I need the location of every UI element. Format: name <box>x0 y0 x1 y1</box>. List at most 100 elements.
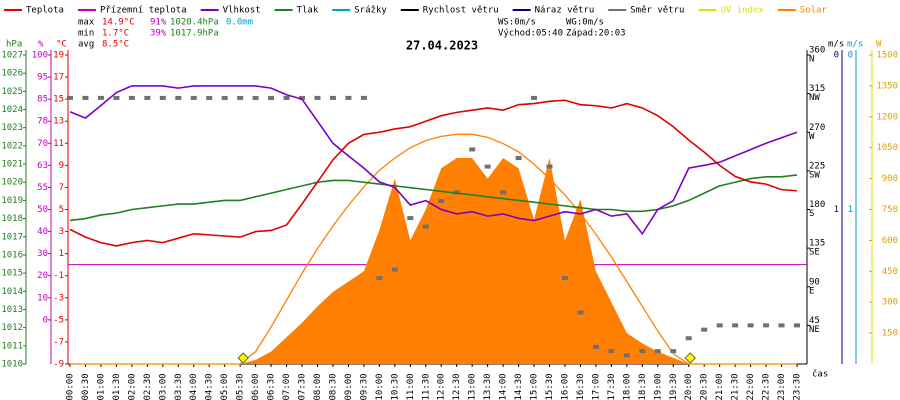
direction-tick-label: 180 <box>809 200 825 210</box>
pressure-tick-label: 1024 <box>1 105 23 115</box>
direction-point <box>794 323 800 328</box>
legend-label: Náraz větru <box>535 6 595 16</box>
y-tick-label: 9 <box>59 161 64 171</box>
series-line <box>70 133 797 365</box>
stat-text: 0.0mm <box>226 18 253 28</box>
stat-text: 8.5°C <box>102 40 129 50</box>
solar-tick-label: 300 <box>882 298 898 308</box>
x-tick-label: 18:30 <box>638 373 648 400</box>
direction-point <box>67 95 73 100</box>
direction-point <box>778 323 785 328</box>
solar-tick-label: 1350 <box>876 81 898 91</box>
x-tick-label: 11:00 <box>406 373 416 400</box>
direction-point <box>608 349 615 354</box>
unit-label: °C <box>56 40 67 50</box>
direction-point <box>299 95 306 100</box>
direction-point <box>190 95 197 100</box>
pressure-tick-label: 1027 <box>1 51 23 61</box>
y-tick-label: 11 <box>53 139 64 149</box>
x-tick-label: 12:30 <box>452 373 462 400</box>
compass-label: NE <box>809 325 820 335</box>
stat-text: 1020.4hPa <box>170 18 219 28</box>
direction-point <box>484 164 491 169</box>
direction-point <box>747 323 754 328</box>
pressure-tick-label: 1019 <box>1 196 23 206</box>
y-tick-label: 1 <box>59 249 64 259</box>
unit-label: m/s <box>828 40 844 50</box>
unit-label: W <box>876 40 882 50</box>
direction-point <box>654 349 661 354</box>
solar-tick-label: 600 <box>882 236 898 246</box>
unit-label: m/s <box>847 40 863 50</box>
sun-marker <box>684 352 696 364</box>
x-tick-label: 08:30 <box>328 373 338 400</box>
direction-point <box>345 95 352 100</box>
direction-point <box>716 323 723 328</box>
stat-text: Západ:20:03 <box>566 29 626 39</box>
legend-label: Přízemní teplota <box>100 6 187 16</box>
legend-label: Směr větru <box>630 6 684 16</box>
x-tick-label: 19:30 <box>669 373 679 400</box>
direction-point <box>561 276 568 281</box>
direction-point <box>453 190 460 195</box>
direction-point <box>763 323 770 328</box>
direction-point <box>283 95 290 100</box>
direction-point <box>732 323 739 328</box>
x-tick-label: 21:30 <box>731 373 741 400</box>
pressure-tick-label: 1014 <box>1 287 23 297</box>
humidity-tick-label: 50 <box>37 205 48 215</box>
solar-tick-label: 1050 <box>876 143 898 153</box>
solar-tick-label: 450 <box>882 267 898 277</box>
legend-label: Tlak <box>297 6 319 16</box>
stat-text: min <box>78 29 94 39</box>
pressure-tick-label: 1011 <box>1 341 23 351</box>
direction-point <box>623 353 630 358</box>
humidity-tick-label: 63 <box>37 161 48 171</box>
legend-label: Teplota <box>26 6 64 16</box>
legend-label: Srážky <box>354 6 387 16</box>
compass-label: W <box>809 132 815 142</box>
x-tick-label: 20:00 <box>684 373 694 400</box>
compass-label: N <box>809 55 814 65</box>
x-tick-label: 22:00 <box>746 373 756 400</box>
humidity-tick-label: 78 <box>37 117 48 127</box>
direction-point <box>237 95 244 100</box>
direction-point <box>639 349 646 354</box>
humidity-tick-label: 30 <box>37 249 48 259</box>
direction-point <box>685 336 692 341</box>
direction-point <box>268 95 275 100</box>
wind-tick-label: 0 <box>834 51 839 61</box>
y-tick-label: -7 <box>53 337 64 347</box>
stat-text: 14.9°C <box>102 18 135 28</box>
x-tick-label: 11:30 <box>421 373 431 400</box>
y-tick-label: 17 <box>53 73 64 83</box>
x-tick-label: 09:00 <box>344 373 354 400</box>
pressure-tick-label: 1017 <box>1 232 23 242</box>
x-tick-label: 06:00 <box>251 373 261 400</box>
solar-tick-label: 900 <box>882 174 898 184</box>
compass-label: S <box>809 209 814 219</box>
stat-text: 1017.9hPa <box>170 29 219 39</box>
direction-point <box>701 327 708 332</box>
x-tick-label: 10:00 <box>375 373 385 400</box>
x-tick-label: 22:30 <box>762 373 772 400</box>
direction-point <box>175 95 182 100</box>
series-line <box>69 85 798 236</box>
pressure-tick-label: 1012 <box>1 323 23 333</box>
direction-tick-label: 360 <box>809 46 825 56</box>
x-tick-label: 19:00 <box>653 373 663 400</box>
legend-label: Vlhkost <box>223 6 261 16</box>
x-tick-label: 01:00 <box>96 373 106 400</box>
x-tick-label: 13:30 <box>483 373 493 400</box>
x-tick-label: 14:30 <box>514 373 524 400</box>
sun-marker <box>237 352 249 364</box>
direction-point <box>314 95 321 100</box>
x-tick-label: 23:00 <box>777 373 787 400</box>
x-tick-label: 17:00 <box>591 373 601 400</box>
direction-point <box>113 95 120 100</box>
pressure-tick-label: 1023 <box>1 123 23 133</box>
x-tick-label: 15:30 <box>545 373 555 400</box>
pressure-tick-label: 1013 <box>1 305 23 315</box>
unit-label: čas <box>812 369 828 380</box>
